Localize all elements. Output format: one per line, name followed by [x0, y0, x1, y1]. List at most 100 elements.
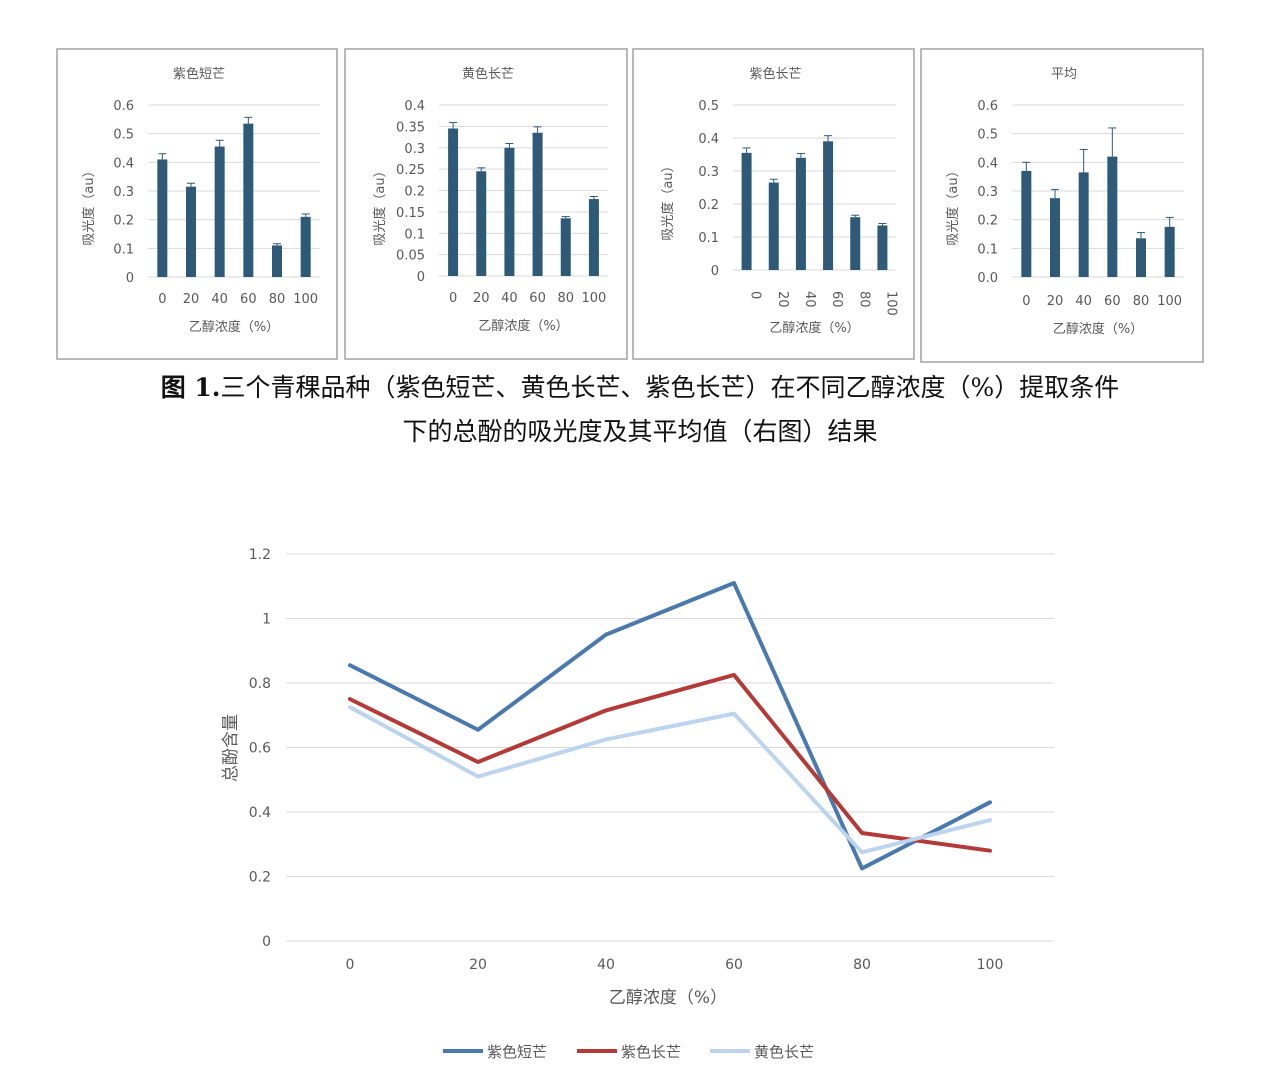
x-tick-label: 60 [829, 291, 844, 308]
y-axis-label: 吸光度（au） [372, 164, 388, 245]
x-tick-label: 60 [240, 292, 257, 307]
bar [1078, 172, 1089, 277]
y-tick-label: 0.5 [698, 99, 719, 114]
y-tick-label: 0.1 [404, 227, 425, 242]
x-tick-label: 80 [1133, 294, 1150, 309]
bar [877, 225, 888, 270]
y-tick-label: 0.2 [698, 198, 719, 213]
chart-title: 紫色长芒 [749, 66, 801, 82]
y-tick-label: 0.25 [396, 163, 425, 178]
bar [157, 159, 168, 277]
y-tick-label: 0.8 [249, 676, 271, 692]
x-tick-label: 40 [597, 957, 615, 973]
y-tick-label: 0.35 [396, 120, 425, 135]
bar [476, 171, 487, 276]
y-axis-label: 总酚含量 [221, 714, 241, 782]
y-tick-label: 0.4 [404, 99, 425, 114]
x-tick-label: 20 [473, 291, 490, 306]
x-tick-label: 0 [748, 291, 763, 299]
bar [186, 186, 196, 277]
bar-chart-yellow-long: 黄色长芒 0 0.05 0.1 0.15 0.2 0.25 0.3 0.35 0.4 0 20 40 60… [372, 66, 608, 334]
x-tick-label: 40 [501, 291, 518, 306]
y-tick-label: 0.3 [404, 142, 425, 157]
bar-chart-panel-purple-short: 紫色短芒 0 0.1 0.2 0.3 0.4 0.5 0.6 0 20 40 60 80 100 乙醇浓度（… [56, 48, 338, 360]
figure-caption-second-line: 下的总酚的吸光度及其平均值（右图）结果 [0, 410, 1280, 454]
bar [272, 245, 282, 277]
x-axis-label: 乙醇浓度（%） [1053, 321, 1143, 337]
legend-label: 紫色长芒 [621, 1043, 681, 1061]
y-tick-label: 0.1 [977, 242, 998, 257]
bar [300, 216, 311, 277]
line-series-purple-long [348, 672, 992, 853]
y-tick-label: 0 [126, 271, 134, 286]
bar-chart-purple-long: 紫色长芒 0 0.1 0.2 0.3 0.4 0.5 0 20 40 60 80 100 乙醇浓度（%） 吸… [660, 66, 898, 336]
y-tick-label: 0.4 [977, 156, 998, 171]
x-tick-label: 100 [1157, 294, 1182, 309]
chart-title: 黄色长芒 [462, 66, 514, 82]
x-tick-label: 0 [346, 957, 355, 973]
y-tick-label: 0.4 [113, 156, 134, 171]
y-tick-label: 0.6 [977, 99, 998, 114]
line-series-yellow-long [348, 705, 992, 855]
y-tick-label: 0.1 [698, 231, 719, 246]
y-tick-label: 0.2 [113, 214, 134, 229]
x-tick-label: 80 [856, 291, 871, 308]
y-tick-label: 1 [262, 612, 271, 628]
y-tick-label: 0.2 [404, 185, 425, 200]
x-tick-label: 20 [1047, 294, 1064, 309]
x-tick-label: 100 [883, 291, 898, 316]
bar [588, 199, 599, 276]
x-tick-label: 60 [529, 291, 546, 306]
x-axis-label: 乙醇浓度（%） [189, 319, 279, 335]
y-tick-label: 0.6 [113, 99, 134, 114]
y-tick-label: 0 [417, 270, 425, 285]
bar [243, 123, 254, 277]
bar [560, 218, 571, 276]
x-tick-label: 40 [1075, 294, 1092, 309]
y-tick-label: 0.6 [249, 741, 271, 757]
y-tick-label: 0.2 [977, 214, 998, 229]
y-tick-label: 0.3 [977, 185, 998, 200]
line-chart-total-phenol: 0 0.2 0.4 0.6 0.8 1 1.2 0 20 40 60 80 100 乙醇浓度（%） 总酚含量… [221, 547, 1054, 1061]
y-tick-label: 1.2 [249, 547, 271, 563]
x-tick-label: 20 [183, 292, 200, 307]
bar [741, 152, 752, 270]
figure-caption: 图 1.三个青稞品种（紫色短芒、黄色长芒、紫色长芒）在不同乙醇浓度（%）提取条件 [0, 366, 1280, 410]
x-axis-label: 乙醇浓度（%） [769, 320, 859, 336]
legend-label: 紫色短芒 [487, 1043, 547, 1061]
figure-caption-line1: 三个青稞品种（紫色短芒、黄色长芒、紫色长芒）在不同乙醇浓度（%）提取条件 [220, 373, 1120, 402]
bar [1164, 226, 1175, 277]
x-tick-label: 100 [977, 957, 1004, 973]
y-tick-label: 0.1 [113, 242, 134, 257]
bar-chart-average: 平均 0.0 0.1 0.2 0.3 0.4 0.5 0.6 0 20 40 60 80 100 乙醇浓度（… [945, 67, 1184, 337]
bar [214, 146, 225, 277]
x-tick-label: 40 [802, 291, 817, 308]
bar-chart-panel-yellow-long: 黄色长芒 0 0.05 0.1 0.15 0.2 0.25 0.3 0.35 0.4 0 20 40 60… [344, 48, 628, 360]
legend-label: 黄色长芒 [754, 1043, 814, 1061]
bar [795, 157, 806, 270]
y-tick-label: 0.0 [977, 271, 998, 286]
chart-title: 紫色短芒 [173, 66, 225, 82]
bar [1107, 156, 1118, 277]
y-tick-label: 0.3 [698, 165, 719, 180]
x-tick-label: 80 [853, 957, 871, 973]
x-tick-label: 100 [582, 291, 607, 306]
x-tick-label: 0 [158, 292, 166, 307]
y-tick-label: 0.05 [396, 249, 425, 264]
y-tick-label: 0.15 [396, 206, 425, 221]
bar [850, 217, 861, 270]
y-tick-label: 0.4 [249, 805, 271, 821]
y-tick-label: 0.2 [249, 870, 271, 886]
bar-chart-purple-short: 紫色短芒 0 0.1 0.2 0.3 0.4 0.5 0.6 0 20 40 60 80 100 乙醇浓度（… [81, 66, 320, 335]
x-tick-label: 80 [557, 291, 574, 306]
x-tick-label: 60 [1104, 294, 1121, 309]
bar [823, 141, 834, 270]
x-tick-label: 100 [293, 292, 318, 307]
y-tick-label: 0.5 [977, 128, 998, 143]
x-tick-label: 20 [469, 957, 487, 973]
y-tick-label: 0.4 [698, 132, 719, 147]
chart-title: 平均 [1051, 67, 1077, 82]
x-tick-label: 60 [725, 957, 743, 973]
x-tick-label: 80 [269, 292, 286, 307]
x-tick-label: 20 [775, 291, 790, 308]
